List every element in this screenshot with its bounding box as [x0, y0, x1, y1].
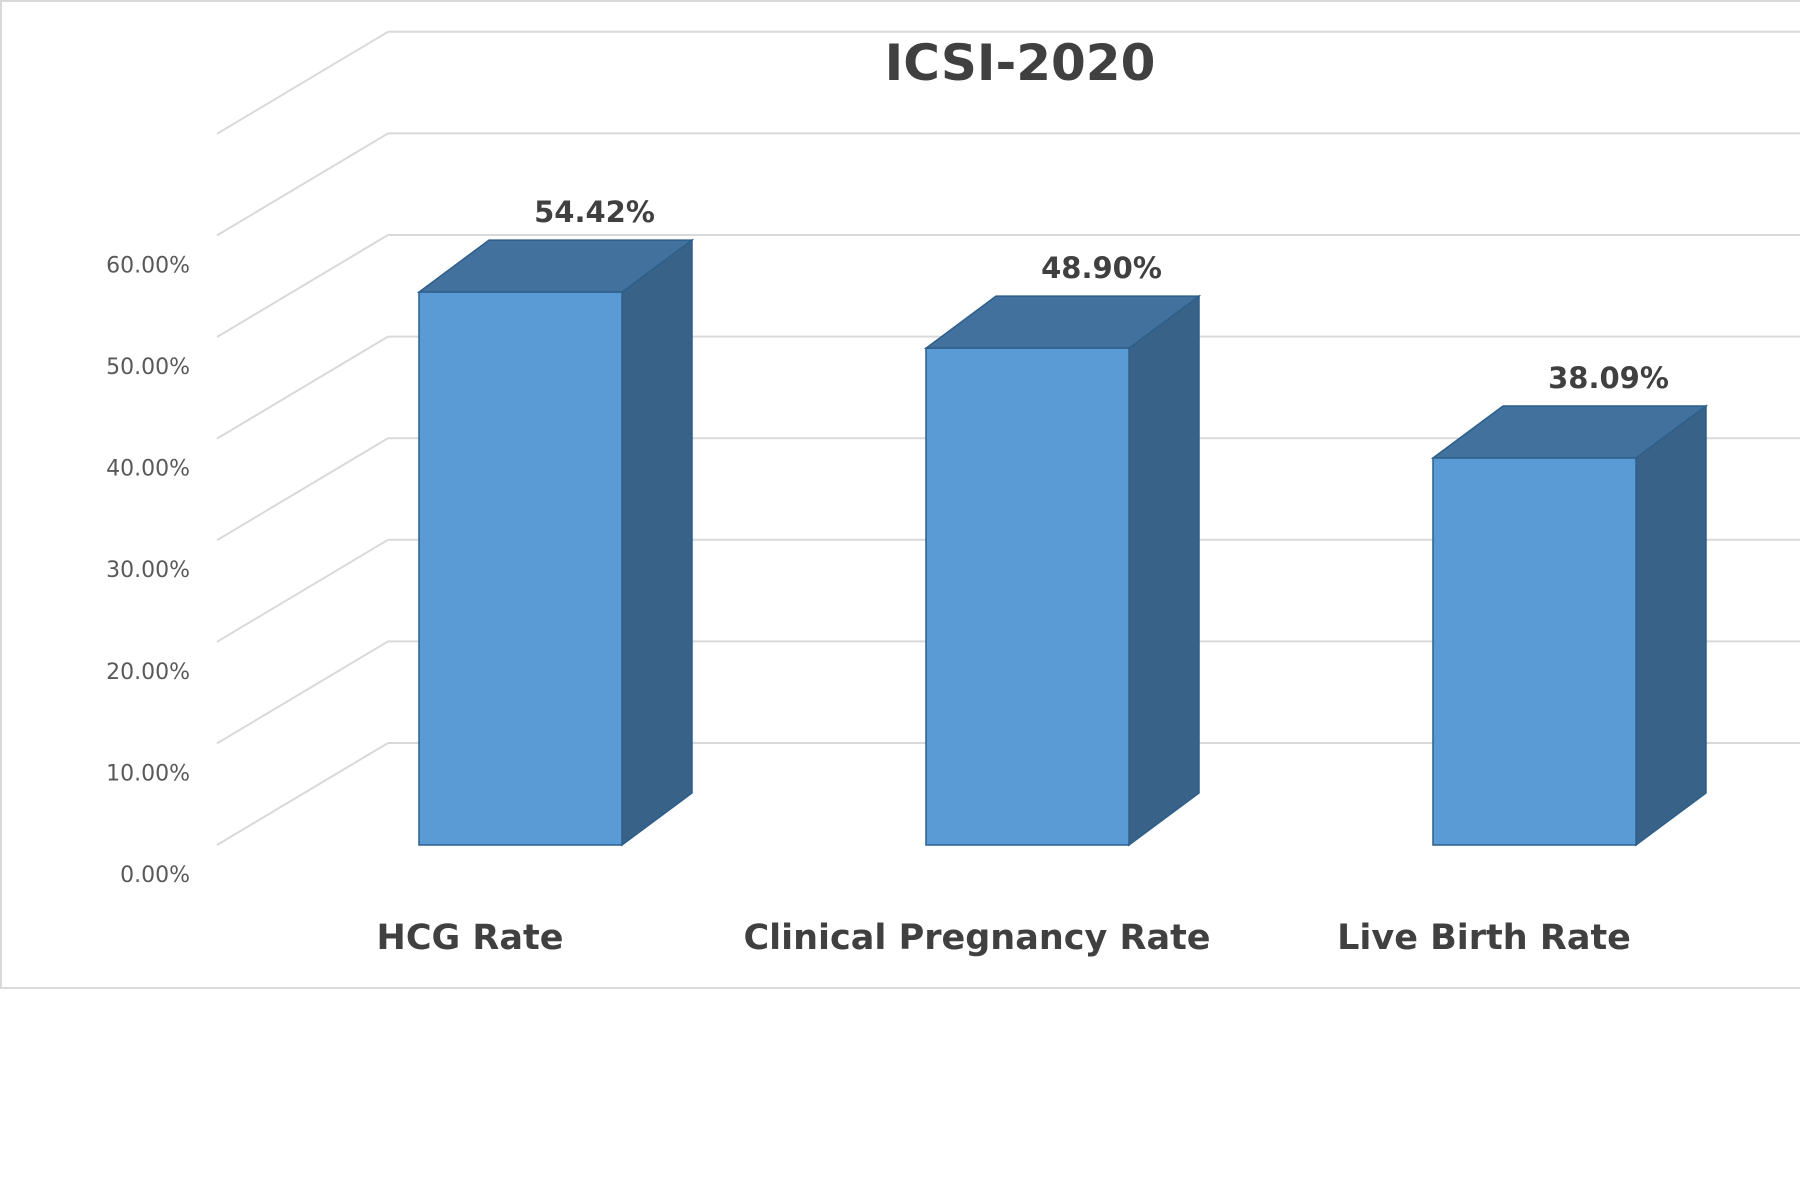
- bar-side-face: [1128, 294, 1200, 847]
- y-tick-label: 30.00%: [106, 558, 190, 583]
- gridline-side: [216, 30, 389, 135]
- x-tick-label: HCG Rate: [377, 918, 564, 958]
- y-tick-label: 10.00%: [106, 761, 190, 786]
- y-tick-label: 20.00%: [106, 660, 190, 685]
- data-label: 38.09%: [1548, 361, 1669, 395]
- bar: [923, 294, 1202, 847]
- bar-side-face: [1635, 404, 1707, 847]
- x-axis: HCG Rate Clinical Pregnancy Rate Live Birt…: [377, 918, 1631, 958]
- bar-front-face: [418, 291, 623, 846]
- y-tick-label: 0.00%: [120, 863, 190, 888]
- bar-front-face: [1432, 457, 1637, 846]
- x-tick-label: Live Birth Rate: [1337, 918, 1631, 958]
- data-label: 54.42%: [534, 195, 655, 229]
- gridline-side: [216, 335, 389, 440]
- gridline-side: [216, 132, 389, 237]
- data-label: 48.90%: [1041, 251, 1162, 285]
- gridline-side: [216, 437, 389, 542]
- bar-side-face: [621, 238, 693, 847]
- x-tick-label: Clinical Pregnancy Rate: [743, 918, 1210, 958]
- bar-front-face: [925, 347, 1130, 846]
- bar: [1430, 404, 1709, 847]
- bars: [416, 238, 1709, 847]
- gridline-side: [216, 234, 389, 338]
- gridline-side: [216, 640, 389, 745]
- gridline-side: [216, 742, 389, 846]
- y-tick-label: 50.00%: [106, 355, 190, 380]
- y-tick-label: 60.00%: [106, 253, 190, 278]
- data-labels: 54.42% 48.90% 38.09%: [534, 195, 1669, 395]
- y-tick-label: 40.00%: [106, 457, 190, 482]
- gridline-side: [216, 538, 389, 643]
- bar: [416, 238, 695, 847]
- y-axis: 0.00% 10.00% 20.00% 30.00% 40.00% 50.00% 60.00…: [106, 253, 190, 888]
- chart-title: ICSI-2020: [885, 34, 1156, 92]
